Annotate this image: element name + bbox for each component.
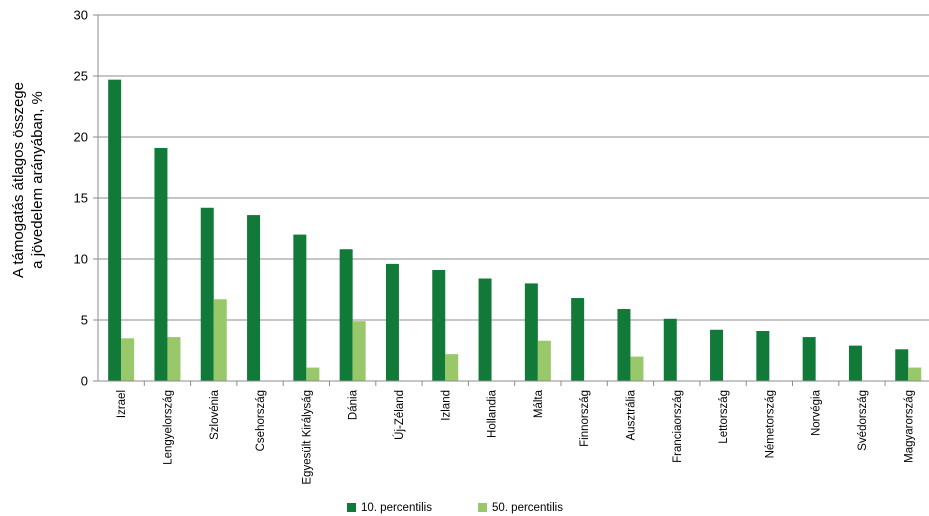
y-tick-label: 20 [74,130,88,145]
bar-p50 [306,367,320,381]
bar-p50 [167,337,181,381]
bar-p10 [617,309,631,381]
bar-p10 [478,278,492,381]
x-category-label: Izland [440,390,452,421]
y-tick-label: 10 [74,252,88,267]
bar-p10 [663,318,677,381]
x-category-label: Ausztrália [625,389,637,440]
x-category-label: Svédország [857,390,869,451]
x-category-label: Finnország [579,390,591,447]
x-category-label: Szlovénia [209,389,221,439]
y-tick-label: 5 [81,313,88,328]
legend-swatch [478,503,487,512]
legend-swatch [347,503,356,512]
legend-label: 50. percentilis [492,502,563,514]
bar-p50 [537,340,551,381]
x-category-label: Hollandia [487,389,499,438]
bar-p10 [339,249,353,381]
y-axis-tick-labels: 0 5 10 15 20 25 30 [74,8,88,389]
bar-p10 [756,330,770,381]
x-category-label: Németország [764,390,776,458]
bar-p50 [908,367,922,381]
bar-p10 [524,283,538,381]
y-axis-title-line-2: a jövedelem arányában, % [29,91,46,269]
bar-p10 [293,234,307,381]
legend: 10. percentilis 50. percentilis [347,502,563,514]
bar-p10 [848,345,862,381]
bar-p50 [445,354,459,381]
x-category-label: Dánia [348,389,360,420]
x-category-label: Lengyelország [162,390,174,465]
x-category-label: Magyarország [903,390,915,463]
x-category-label: Málta [533,389,545,418]
bar-p10 [432,269,446,381]
x-axis [97,15,929,386]
x-category-label: Franciaország [672,390,684,463]
gridlines [93,14,929,382]
bar-p50 [213,299,227,381]
bar-p10 [710,329,724,381]
bar-p10 [571,298,585,381]
bar-p10 [200,207,214,381]
y-axis-title-line-1: A támogatás átlagos összege [10,82,27,278]
bar-p10 [108,79,122,381]
x-category-label: Norvégia [811,389,823,436]
x-category-label: Izrael [116,390,128,418]
bar-p50 [630,356,644,381]
bar-p10 [802,337,816,381]
bar-p50 [352,321,366,381]
legend-label: 10. percentilis [361,502,432,514]
x-category-label: Lettország [718,390,730,444]
x-axis-category-labels: Izrael Lengyelország Szlovénia Csehország Eg… [116,389,915,484]
bars [108,79,922,381]
y-tick-label: 15 [74,191,88,206]
y-tick-label: 0 [81,374,88,389]
x-category-label: Egyesült Királyság [301,390,313,485]
x-category-label: Új-Zéland [393,390,406,440]
bar-p10 [895,349,909,381]
y-tick-label: 30 [74,8,88,23]
bar-p50 [121,338,135,381]
bar-p10 [385,263,399,381]
bar-p10 [247,215,261,381]
x-category-label: Csehország [255,390,267,451]
y-tick-label: 25 [74,69,88,84]
bar-p10 [154,147,168,381]
